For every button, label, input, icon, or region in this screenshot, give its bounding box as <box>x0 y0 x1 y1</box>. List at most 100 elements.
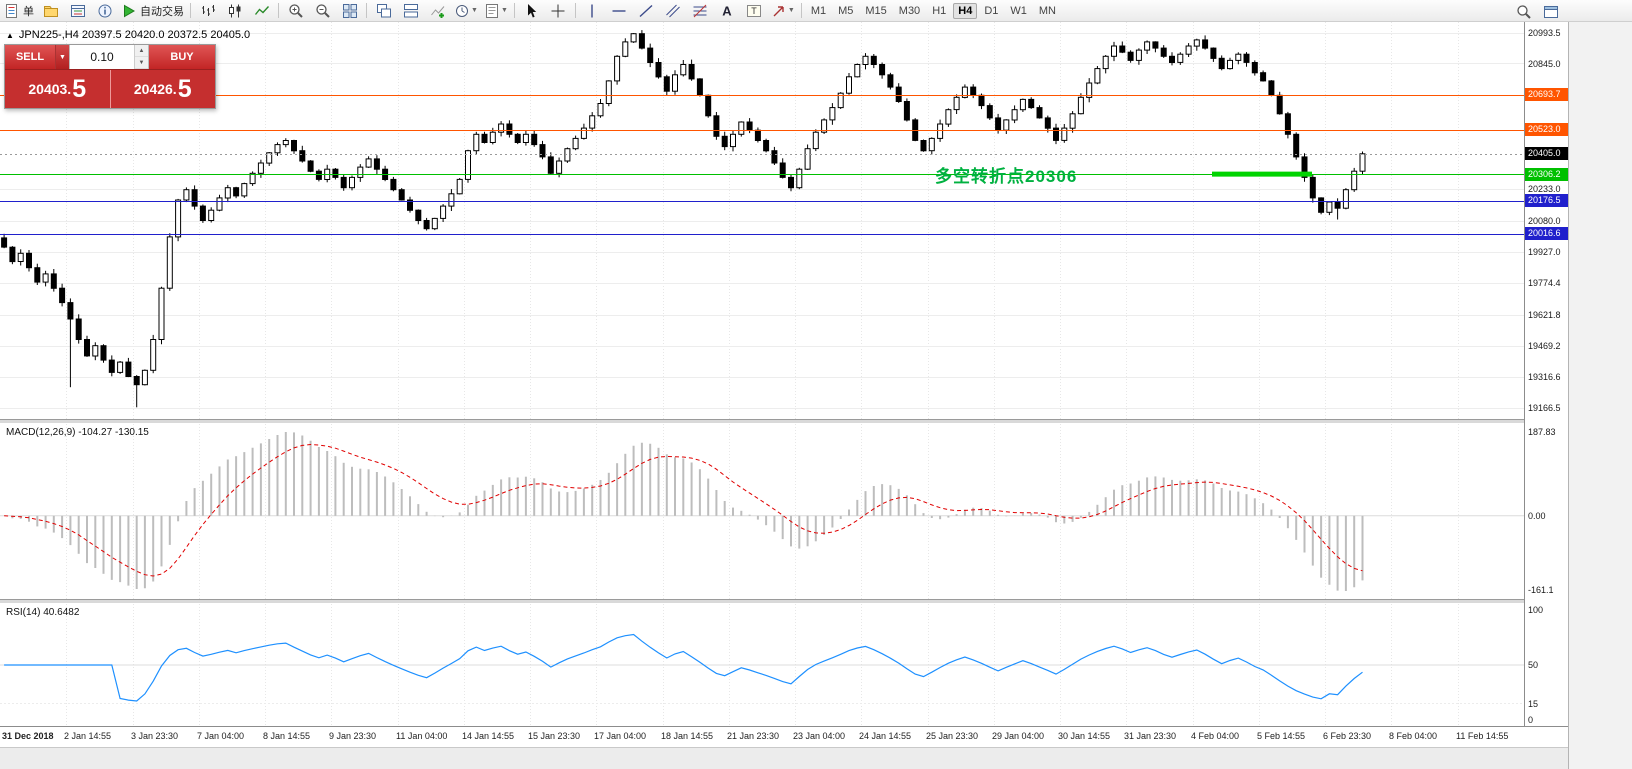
equidistant-channel-icon[interactable] <box>660 0 687 21</box>
candle-down <box>1152 41 1159 49</box>
time-label: 14 Jan 14:55 <box>462 731 515 741</box>
horizontal-line-icon[interactable] <box>606 0 633 21</box>
volume-increase-button[interactable]: ▲ <box>135 45 148 57</box>
candle-up <box>1086 82 1093 98</box>
candle-down <box>340 176 347 189</box>
candle-down <box>415 209 422 221</box>
candle-up <box>456 178 463 195</box>
candle-up <box>812 131 819 150</box>
cascade-windows-icon[interactable] <box>370 0 397 21</box>
timeframe-mn[interactable]: MN <box>1038 4 1056 17</box>
candle-down <box>125 361 132 378</box>
candle-up <box>846 76 852 94</box>
candle-down <box>1268 80 1275 96</box>
candle-down <box>299 150 306 162</box>
panel-divider[interactable] <box>0 599 1632 604</box>
timeframe-m30[interactable]: M30 <box>898 4 921 17</box>
support-line-20016-tag: 20016.6 <box>1525 227 1568 240</box>
candle-up <box>498 123 505 133</box>
resistance-line-20693-tag: 20693.7 <box>1525 88 1568 101</box>
candle-up <box>672 74 678 92</box>
timeframe-m5[interactable]: M5 <box>838 4 854 17</box>
rsi-canvas[interactable] <box>0 604 1524 726</box>
data-window-icon[interactable] <box>91 0 118 21</box>
arrange-windows-icon[interactable] <box>397 0 424 21</box>
macd-canvas[interactable] <box>0 424 1524 599</box>
candle-down <box>1284 113 1291 135</box>
trendline-icon[interactable] <box>633 0 660 21</box>
candle-down <box>75 318 82 340</box>
volume-input[interactable] <box>70 45 134 69</box>
candle-up <box>796 168 803 189</box>
zoom-out-icon[interactable] <box>309 0 336 21</box>
arrows-icon[interactable]: ▼ <box>768 0 798 21</box>
macd-panel[interactable]: MACD(12,26,9) -104.27 -130.15 <box>0 424 1524 599</box>
text-icon[interactable]: A <box>714 0 741 21</box>
fibonacci-icon[interactable] <box>687 0 714 21</box>
time-label: 8 Feb 04:00 <box>1389 731 1438 741</box>
candle-up <box>1351 170 1358 191</box>
candle-down <box>688 64 695 80</box>
search-icon[interactable] <box>1510 1 1537 22</box>
timeframe-toolbar: M1 M5 M15 M30 H1 H4 D1 W1 MN <box>805 2 1062 19</box>
time-label: 3 Jan 23:30 <box>131 731 179 741</box>
zoom-in-icon[interactable] <box>282 0 309 21</box>
candle-up <box>158 287 165 341</box>
indicators-icon[interactable] <box>424 0 451 21</box>
collapse-arrow-icon[interactable]: ▲ <box>6 30 14 40</box>
candle-up <box>117 361 124 373</box>
text-label-icon[interactable]: T <box>741 0 768 21</box>
price-chart-canvas[interactable] <box>0 22 1524 419</box>
timeframe-d1[interactable]: D1 <box>984 4 999 17</box>
templates-icon[interactable]: ▼ <box>481 0 511 21</box>
cursor-icon[interactable] <box>518 0 545 21</box>
candle-down <box>1293 133 1300 158</box>
autotrading-button[interactable]: 自动交易 <box>118 0 187 21</box>
timeframe-m15[interactable]: M15 <box>865 4 887 17</box>
rsi-panel[interactable]: RSI(14) 40.6482 <box>0 604 1524 726</box>
periods-icon[interactable]: ▼ <box>451 0 481 21</box>
new-order-button[interactable]: 单 <box>1 0 37 21</box>
line-chart-mode-icon[interactable] <box>248 0 275 21</box>
time-axis[interactable]: 31 Dec 2018 2 Jan 14:55 3 Jan 23:30 7 Jan 0… <box>0 726 1568 747</box>
candle-up <box>92 345 99 357</box>
buy-button[interactable]: BUY <box>149 45 215 69</box>
ask-price[interactable]: 20426. 5 <box>133 74 192 103</box>
current-price-tag: 20405.0 <box>1525 147 1568 161</box>
timeframe-m1[interactable]: M1 <box>810 4 827 17</box>
candle-down <box>547 156 554 174</box>
candle-up <box>1359 153 1366 172</box>
bar-chart-mode-icon[interactable] <box>194 0 221 21</box>
time-label: 21 Jan 23:30 <box>727 731 780 741</box>
sell-options-dropdown[interactable]: ▼ <box>55 45 69 69</box>
volume-decrease-button[interactable]: ▼ <box>135 57 148 69</box>
market-watch-icon[interactable] <box>64 0 91 21</box>
pivot-annotation-text[interactable]: 多空转折点20306 <box>935 167 1078 186</box>
macd-axis-min: -161.1 <box>1528 585 1554 595</box>
timeframe-h1[interactable]: H1 <box>932 4 947 17</box>
charts-profile-icon[interactable] <box>37 0 64 21</box>
candle-up <box>175 199 182 238</box>
price-chart-panel[interactable]: ▲ JPN225-,H4 20397.5 20420.0 20372.5 204… <box>0 22 1524 419</box>
crosshair-icon[interactable] <box>545 0 572 21</box>
candle-down <box>100 345 107 361</box>
candle-up <box>1185 45 1192 55</box>
time-label: 30 Jan 14:55 <box>1058 731 1111 741</box>
vertical-line-icon[interactable] <box>579 0 606 21</box>
timeframe-h4[interactable]: H4 <box>953 2 978 19</box>
time-label: 9 Jan 23:30 <box>329 731 377 741</box>
candlestick-mode-icon[interactable] <box>221 0 248 21</box>
timeframe-w1[interactable]: W1 <box>1010 4 1027 17</box>
candle-down <box>390 178 397 191</box>
price-axis[interactable]: 20845.0 20233.0 20080.0 19927.0 19774.4 19621… <box>1524 22 1568 726</box>
sell-button[interactable]: SELL <box>5 45 55 69</box>
candle-down <box>696 78 703 96</box>
candle-down <box>763 140 770 152</box>
candle-down <box>895 86 902 102</box>
candle-up <box>1135 49 1142 61</box>
new-chart-window-icon[interactable] <box>1537 1 1564 22</box>
panel-divider[interactable] <box>0 419 1632 424</box>
tile-windows-icon[interactable] <box>336 0 363 21</box>
candle-up <box>580 127 587 139</box>
bid-price[interactable]: 20403. 5 <box>5 70 111 108</box>
